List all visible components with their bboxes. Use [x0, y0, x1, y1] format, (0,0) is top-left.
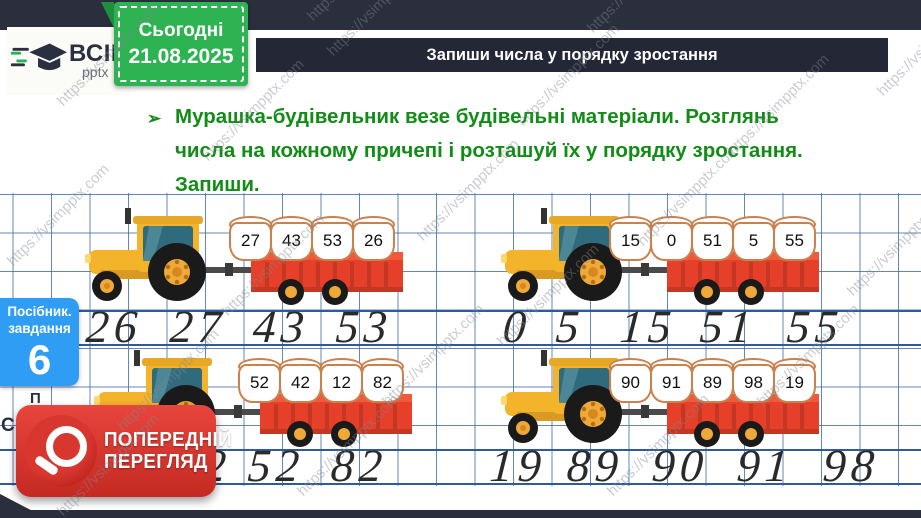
barrel: 98 — [732, 358, 775, 403]
barrel: 51 — [691, 216, 734, 261]
barrel-number: 0 — [666, 231, 677, 250]
barrel-number: 98 — [744, 373, 763, 392]
barrel-body — [773, 222, 816, 261]
occluded-letter-2: С — [1, 415, 15, 436]
barrel-number: 91 — [662, 373, 681, 392]
occluded-letter-1: П — [30, 390, 41, 407]
barrel: 53 — [311, 216, 354, 261]
lesson-title-bar: Запиши числа у порядку зростання — [256, 38, 888, 72]
source-label-2: завдання — [8, 320, 71, 336]
bottom-frame-strip — [0, 510, 921, 518]
barrel-number: 51 — [703, 231, 722, 250]
barrel-group-3: 52 42 12 82 — [238, 358, 404, 403]
answer-line-top: 26 27 43 53 0 5 15 51 55 — [0, 301, 921, 352]
handwritten-answer: 53 — [334, 301, 394, 352]
magnifying-glass-icon — [46, 426, 87, 467]
handwritten-answer: 55 — [785, 301, 845, 352]
preview-text: ПОПЕРЕДНІЙ ПЕРЕГЛЯД — [104, 429, 232, 473]
handwritten-answer: 51 — [698, 301, 758, 352]
task-line: числа на кожному причепі і розташуй їх у… — [175, 139, 803, 162]
barrel-number: 82 — [373, 373, 392, 392]
preview-watermark-badge: ПОПЕРЕДНІЙ ПЕРЕГЛЯД — [16, 405, 232, 497]
graduation-cap-icon — [10, 37, 68, 86]
tractor-trailer-4: 90 91 89 98 19 — [497, 350, 842, 452]
barrel-number: 15 — [621, 231, 640, 250]
handwritten-answer: 43 — [251, 301, 311, 352]
task-instruction: ➢ Мурашка-будівельник везе будівельні ма… — [147, 100, 847, 202]
barrel: 82 — [361, 358, 404, 403]
source-task-badge: Посібник. завдання 6 — [0, 298, 79, 386]
barrel-body — [238, 364, 281, 403]
barrel-number: 89 — [703, 373, 722, 392]
barrel-body — [650, 222, 693, 261]
barrel: 43 — [270, 216, 313, 261]
handwritten-answer: 15 — [618, 301, 678, 352]
barrel-number: 42 — [291, 373, 310, 392]
logo: ВСІМ pptx — [7, 27, 131, 95]
handwritten-answer: 0 — [501, 301, 533, 352]
barrel-body — [773, 364, 816, 403]
barrel-group-1: 27 43 53 26 — [229, 216, 395, 261]
barrel-number: 12 — [332, 373, 351, 392]
barrel-number: 5 — [748, 231, 759, 250]
barrel: 0 — [650, 216, 693, 261]
barrel: 26 — [352, 216, 395, 261]
barrel-number: 43 — [282, 231, 301, 250]
date-value: 21.08.2025 — [128, 44, 234, 68]
date-label: Сьогодні — [138, 19, 224, 41]
date-badge-inner: Сьогодні 21.08.2025 — [118, 6, 244, 82]
tractor-trailer-1: 27 43 53 26 — [81, 208, 426, 310]
barrel: 19 — [773, 358, 816, 403]
task-line: Запиши. — [175, 173, 260, 196]
date-badge: Сьогодні 21.08.2025 — [101, 2, 248, 86]
barrel: 5 — [732, 216, 775, 261]
barrel-group-4: 90 91 89 98 19 — [609, 358, 816, 403]
barrel: 12 — [320, 358, 363, 403]
barrel: 52 — [238, 358, 281, 403]
magnifier-circle — [25, 415, 97, 487]
lesson-title: Запиши числа у порядку зростання — [426, 45, 718, 64]
barrel: 27 — [229, 216, 272, 261]
barrel-number: 27 — [241, 231, 260, 250]
barrel-body — [691, 222, 734, 261]
handwritten-answer: 5 — [554, 301, 586, 352]
barrel-group-2: 15 0 51 5 55 — [609, 216, 816, 261]
barrel: 90 — [609, 358, 652, 403]
date-badge-fold — [101, 2, 114, 28]
barrel-number: 53 — [323, 231, 342, 250]
task-number: 6 — [27, 335, 52, 383]
arrow-bullet-icon: ➢ — [147, 109, 162, 128]
barrel: 15 — [609, 216, 652, 261]
barrel-number: 19 — [785, 373, 804, 392]
tractor-trailer-3: 52 42 12 82 — [90, 350, 435, 452]
barrel: 55 — [773, 216, 816, 261]
barrel-body — [361, 364, 404, 403]
task-line: Мурашка-будівельник везе будівельні мате… — [175, 105, 779, 128]
barrel-body — [311, 222, 354, 261]
barrel: 42 — [279, 358, 322, 403]
barrel-number: 52 — [250, 373, 269, 392]
source-label-1: Посібник. — [7, 303, 72, 319]
barrel: 91 — [650, 358, 693, 403]
preview-line-1: ПОПЕРЕДНІЙ — [104, 429, 232, 451]
barrel-body — [320, 364, 363, 403]
handwritten-answer: 26 — [84, 301, 144, 352]
preview-line-2: ПЕРЕГЛЯД — [104, 451, 208, 473]
logo-subtitle: pptx — [82, 64, 109, 80]
tractor-trailer-2: 15 0 51 5 55 — [497, 208, 842, 310]
barrel-number: 26 — [364, 231, 383, 250]
barrel-number: 55 — [785, 231, 804, 250]
barrel-body — [352, 222, 395, 261]
barrel-body — [650, 364, 693, 403]
handwritten-answer: 27 — [168, 301, 228, 352]
barrel: 89 — [691, 358, 734, 403]
barrel-number: 90 — [621, 373, 640, 392]
